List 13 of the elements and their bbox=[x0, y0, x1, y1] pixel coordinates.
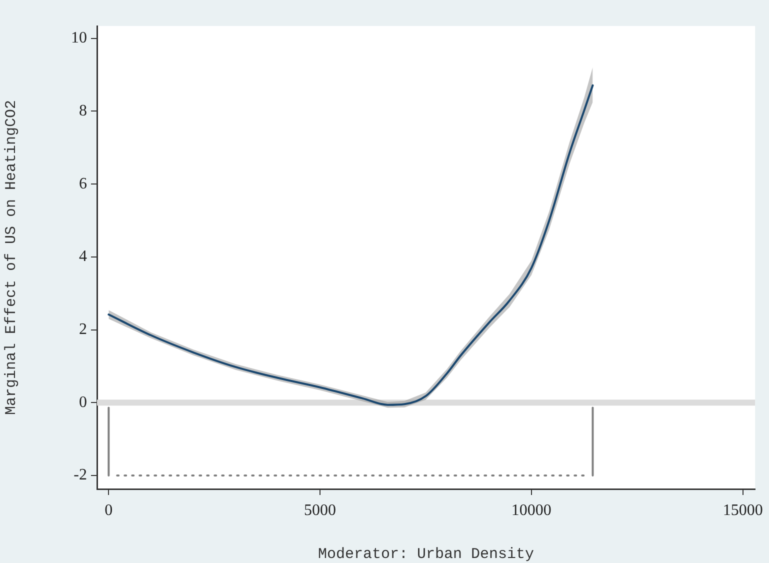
y-tick-label: 2 bbox=[79, 321, 87, 338]
y-tick-label: 0 bbox=[79, 394, 87, 411]
x-tick-label: 5000 bbox=[304, 502, 336, 519]
y-tick-label: -2 bbox=[74, 466, 87, 484]
x-tick-label: 0 bbox=[104, 502, 113, 519]
y-tick-label: 4 bbox=[79, 248, 87, 266]
x-tick-label: 15000 bbox=[722, 502, 763, 519]
x-axis-title: Moderator: Urban Density bbox=[318, 546, 534, 563]
y-tick-label: 10 bbox=[71, 30, 87, 47]
y-tick-label: 6 bbox=[79, 175, 87, 192]
y-axis-title: Marginal Effect of US on HeatingCO2 bbox=[2, 100, 20, 416]
x-tick-label: 10000 bbox=[511, 502, 552, 519]
y-tick-label: 8 bbox=[79, 102, 87, 120]
